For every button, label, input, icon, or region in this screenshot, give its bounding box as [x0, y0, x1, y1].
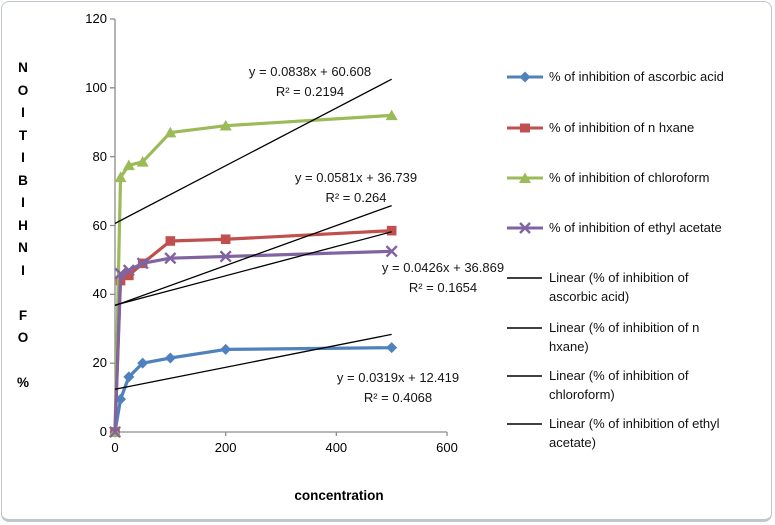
square-marker — [165, 236, 176, 246]
trendline-icon — [507, 375, 542, 377]
trendline-2 — [114, 231, 392, 306]
y-axis-title-letter — [10, 350, 36, 373]
y-axis-title-letter: I — [21, 150, 25, 165]
diamond-marker — [164, 352, 176, 364]
legend-item-chloroform: % of inhibition of chloroform — [506, 168, 771, 187]
diamond-glyph — [519, 71, 531, 83]
trendline-icon — [507, 327, 542, 329]
square-marker — [220, 234, 231, 245]
square-marker — [124, 270, 134, 281]
y-axis-title-letter: O — [17, 82, 29, 98]
x-marker — [108, 425, 122, 439]
legend-item-linear-n-hxane: Linear (% of inhibition of n hxane) — [506, 318, 734, 356]
triangle-marker — [122, 159, 135, 171]
y-axis-title-letter: I — [21, 105, 25, 120]
triangle-marker — [219, 119, 232, 131]
x-series-icon — [507, 222, 543, 234]
y-axis-title-letter: I — [21, 195, 25, 210]
legend-label: % of inhibition of ethyl acetate — [549, 220, 722, 235]
diamond-marker — [386, 342, 398, 354]
r-squared-text: R² = 0.4068 — [363, 390, 433, 405]
legend-label: Linear (% of inhibition of ethyl acetate… — [549, 416, 720, 450]
legend-label: Linear (% of inhibition of n hxane) — [549, 320, 700, 354]
r-squared-text: R² = 0.264 — [325, 190, 387, 205]
y-axis-title-letter: N — [18, 60, 28, 75]
equation-text: y = 0.0838x + 60.608 — [248, 64, 372, 79]
trendline-equation-n-hxane: y = 0.0581x + 36.739 R² = 0.264 — [276, 168, 436, 208]
y-axis-title-letter: I — [21, 262, 25, 278]
trendline-equation-chloroform: y = 0.0838x + 60.608 R² = 0.2194 — [230, 62, 390, 102]
equation-text: y = 0.0581x + 36.739 — [294, 170, 418, 185]
y-axis-title-letter: B — [18, 172, 28, 188]
diamond-marker — [220, 343, 232, 355]
equation-text: y = 0.0426x + 36.869 — [381, 260, 505, 275]
legend-label: % of inhibition of chloroform — [549, 170, 710, 185]
triangle-marker — [136, 156, 149, 167]
y-axis-title-letter: F — [18, 307, 28, 323]
square-glyph — [520, 123, 530, 133]
trendline-3 — [114, 333, 392, 390]
square-series-icon — [507, 123, 543, 133]
x-marker — [114, 267, 127, 280]
y-axis-title-letter — [10, 282, 36, 305]
equation-text: y = 0.0319x + 12.419 — [336, 370, 460, 385]
triangle-marker — [114, 171, 127, 183]
legend-item-linear-chloroform: Linear (% of inhibition of chloroform) — [506, 366, 721, 404]
trendline-1 — [114, 204, 392, 307]
y-axis-title-letter: T — [18, 127, 28, 143]
legend-item-linear-ethyl-acetate: Linear (% of inhibition of ethyl acetate… — [506, 414, 757, 452]
y-axis-title-letter: H — [18, 217, 28, 233]
legend-item-ascorbic-acid: % of inhibition of ascorbic acid — [506, 67, 771, 86]
trendline-equation-ascorbic-acid: y = 0.0319x + 12.419 R² = 0.4068 — [320, 368, 476, 408]
square-marker — [386, 225, 397, 236]
x-marker — [219, 250, 232, 263]
x-marker — [385, 245, 398, 258]
legend-label: % of inhibition of n hxane — [549, 120, 695, 135]
r-squared-text: R² = 0.1654 — [408, 280, 478, 295]
triangle-marker — [164, 126, 177, 138]
y-axis-title-letter: O — [17, 330, 29, 345]
x-marker — [136, 257, 149, 270]
x-marker — [122, 264, 135, 277]
diamond-marker — [123, 371, 135, 383]
triangle-series-icon — [507, 172, 543, 183]
diamond-marker — [137, 357, 149, 369]
legend-label: Linear (% of inhibition of chloroform) — [549, 368, 689, 402]
triangle-glyph — [519, 172, 531, 183]
legend-label: % of inhibition of ascorbic acid — [549, 69, 724, 84]
x-axis-title: concentration — [294, 488, 384, 503]
x-marker — [164, 252, 177, 265]
y-axis-title-letter: N — [18, 240, 28, 255]
legend-item-linear-ascorbic-acid: Linear (% of inhibition of ascorbic acid… — [506, 268, 719, 306]
r-squared-text: R² = 0.2194 — [275, 84, 345, 99]
triangle-marker — [385, 109, 398, 121]
legend-item-ethyl-acetate: % of inhibition of ethyl acetate — [506, 218, 771, 237]
legend-label: Linear (% of inhibition of ascorbic acid… — [549, 270, 689, 304]
diamond-series-icon — [507, 71, 543, 83]
x-glyph — [519, 222, 531, 234]
trendline-equation-ethyl-acetate: y = 0.0426x + 36.869 R² = 0.1654 — [363, 258, 523, 298]
trendline-icon — [507, 277, 542, 279]
legend-item-n-hxane: % of inhibition of n hxane — [506, 118, 771, 137]
trendline-0 — [114, 78, 392, 224]
trendline-icon — [507, 423, 542, 425]
y-axis-title-letter: % — [16, 375, 29, 390]
